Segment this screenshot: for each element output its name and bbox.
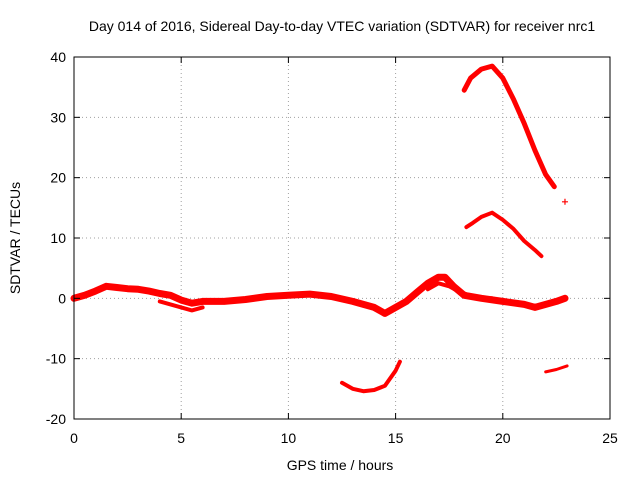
y-tick-label: 30	[50, 109, 66, 125]
series-secondary-band	[157, 299, 205, 313]
series-lower-arc	[340, 359, 402, 394]
plus-point-marker	[561, 198, 568, 205]
y-axis-label: SDTVAR / TECUs	[7, 182, 23, 294]
series-overlap-band	[425, 281, 505, 304]
series-middle-arc	[464, 210, 544, 259]
x-tick-label: 5	[177, 430, 185, 446]
y-tick-label: 20	[50, 170, 66, 186]
x-tick-labels: 0 5 10 15 20 25	[70, 430, 618, 446]
x-tick-label: 25	[602, 430, 618, 446]
x-tick-label: 0	[70, 430, 78, 446]
y-tick-label: -20	[46, 411, 66, 427]
y-tick-labels: -20 -10 0 10 20 30 40	[46, 49, 66, 427]
y-tick-label: 40	[50, 49, 66, 65]
y-tick-label: 0	[58, 290, 66, 306]
chart-title: Day 014 of 2016, Sidereal Day-to-day VTE…	[89, 18, 595, 34]
isolated-points	[561, 198, 568, 205]
axis-ticks	[73, 56, 611, 420]
series-upper-arc	[461, 63, 557, 190]
x-tick-label: 10	[281, 430, 297, 446]
y-tick-label: 10	[50, 230, 66, 246]
x-tick-label: 15	[388, 430, 404, 446]
x-axis-label: GPS time / hours	[287, 457, 394, 473]
series-late-negative	[544, 364, 569, 374]
x-tick-label: 20	[495, 430, 511, 446]
data-traces	[70, 63, 569, 394]
y-tick-label: -10	[46, 351, 66, 367]
